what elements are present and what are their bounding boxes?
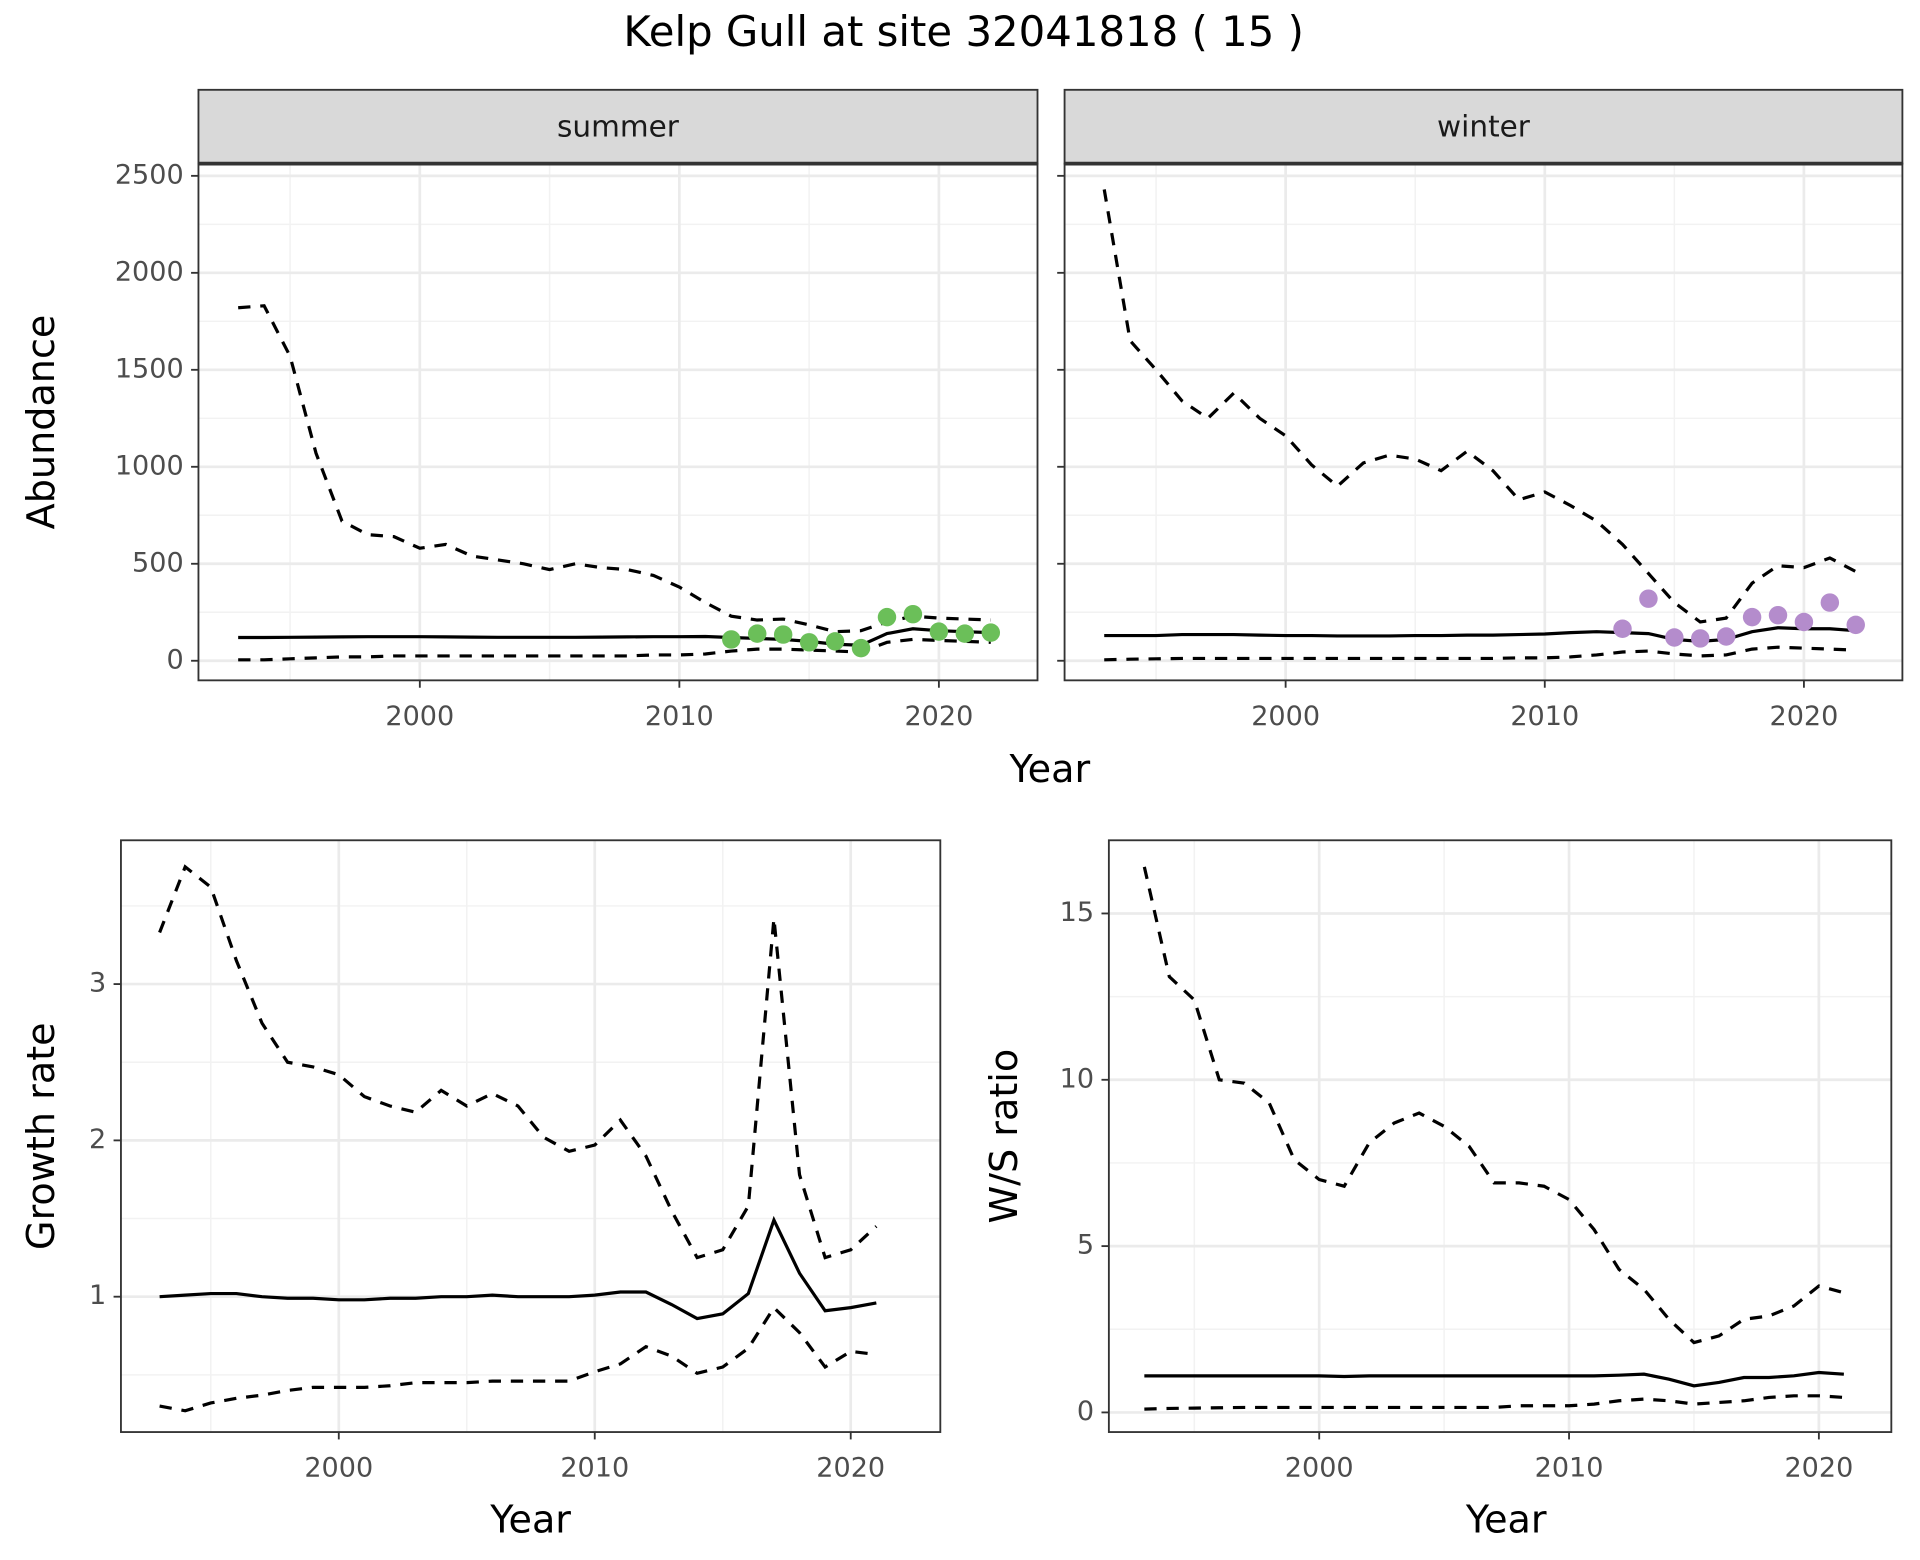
observed-point (1716, 627, 1736, 646)
y-tick-label: 2500 (115, 159, 184, 190)
observed-point (825, 632, 845, 651)
observed-point (1794, 612, 1814, 632)
x-tick-label: 2000 (1285, 1452, 1354, 1483)
x-tick-label: 2010 (560, 1452, 629, 1483)
observed-point (1691, 629, 1710, 648)
observed-point (955, 624, 975, 643)
observed-point (722, 630, 741, 649)
y-tick-label: 3 (89, 968, 106, 999)
x-tick-label: 2020 (1769, 701, 1838, 732)
x-axis-title: Year (489, 1497, 571, 1541)
observed-point (1613, 619, 1632, 638)
panel-border (120, 839, 942, 1433)
y-tick-label: 1000 (115, 450, 184, 481)
figure-title: Kelp Gull at site 32041818 ( 15 ) (623, 7, 1304, 56)
interval-line (1144, 1394, 1844, 1411)
panel-background (1108, 840, 1892, 1433)
observed-point (903, 604, 923, 624)
y-axis-title: Growth rate (19, 1022, 63, 1250)
y-tick-label: 5 (1077, 1230, 1094, 1261)
interval-line (158, 864, 878, 1260)
estimate-line (159, 1215, 877, 1321)
y-tick-label: 0 (1077, 1396, 1094, 1427)
y-tick-label: 2000 (115, 256, 184, 287)
x-axis-title: Year (1008, 747, 1090, 791)
observed-point (747, 624, 767, 643)
panel-background (198, 163, 1038, 681)
interval-line (1102, 189, 1857, 624)
observed-point (773, 625, 793, 644)
panel-background (120, 840, 941, 1433)
y-axis-title: Abundance (19, 315, 63, 530)
observed-point (981, 623, 1001, 642)
observed-point (1820, 593, 1840, 612)
observed-point (1742, 607, 1762, 627)
facet-label: summer (557, 109, 680, 143)
facet-strip (1063, 88, 1904, 165)
interval-line (1142, 866, 1845, 1345)
y-tick-label: 1500 (115, 353, 184, 384)
interval-line (159, 1305, 877, 1413)
y-axis-title: W/S ratio (982, 1049, 1026, 1224)
x-tick-label: 2020 (1784, 1452, 1853, 1483)
x-tick-label: 2010 (645, 701, 714, 732)
y-tick-label: 15 (1060, 897, 1094, 928)
y-tick-label: 1 (89, 1280, 106, 1311)
x-tick-label: 2000 (304, 1452, 373, 1483)
panel-border (1107, 839, 1893, 1433)
y-tick-label: 0 (166, 644, 183, 675)
panel-background (1064, 163, 1903, 681)
observed-point (1665, 628, 1684, 647)
x-tick-label: 2000 (385, 701, 454, 732)
observed-point (877, 607, 897, 627)
facet-label: winter (1437, 109, 1531, 143)
y-tick-label: 2 (89, 1124, 106, 1155)
observed-point (851, 638, 871, 658)
estimate-line (1144, 1370, 1844, 1388)
x-axis-title: Year (1465, 1497, 1547, 1541)
interval-line (1104, 645, 1856, 662)
observed-point (799, 633, 819, 652)
x-tick-label: 2020 (904, 701, 973, 732)
x-tick-label: 2010 (1510, 701, 1579, 732)
interval-line (238, 304, 991, 634)
observed-point (929, 622, 949, 641)
observed-point (1768, 605, 1788, 625)
y-tick-label: 500 (132, 547, 184, 578)
x-tick-label: 2010 (1535, 1452, 1604, 1483)
y-tick-label: 10 (1060, 1063, 1094, 1094)
observed-point (1639, 589, 1658, 608)
observed-point (1846, 615, 1865, 635)
x-tick-label: 2020 (816, 1452, 885, 1483)
x-tick-label: 2000 (1251, 701, 1320, 732)
